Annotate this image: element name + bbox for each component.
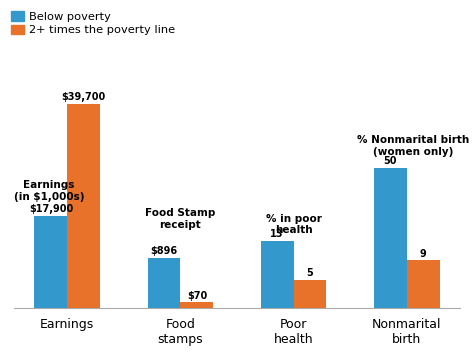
Bar bbox=[35, 216, 67, 308]
Legend: Below poverty, 2+ times the poverty line: Below poverty, 2+ times the poverty line bbox=[11, 11, 175, 35]
Bar bbox=[261, 241, 293, 308]
Text: % in poor
health: % in poor health bbox=[265, 214, 321, 235]
Bar bbox=[181, 302, 213, 308]
Text: 9: 9 bbox=[419, 249, 427, 259]
Bar bbox=[293, 280, 327, 308]
Bar bbox=[407, 260, 439, 308]
Text: Food Stamp
receipt: Food Stamp receipt bbox=[145, 208, 216, 229]
Bar bbox=[147, 258, 181, 308]
Text: 50: 50 bbox=[383, 156, 397, 166]
Text: $70: $70 bbox=[187, 291, 207, 301]
Text: $17,900: $17,900 bbox=[29, 204, 73, 214]
Text: $896: $896 bbox=[150, 246, 178, 256]
Bar bbox=[374, 168, 407, 308]
Text: $39,700: $39,700 bbox=[62, 92, 106, 102]
Bar bbox=[67, 104, 100, 308]
Text: 13: 13 bbox=[270, 229, 284, 239]
Text: % Nonmarital birth
(women only): % Nonmarital birth (women only) bbox=[356, 135, 469, 157]
Text: Earnings
(in $1,000s): Earnings (in $1,000s) bbox=[14, 180, 84, 202]
Text: 5: 5 bbox=[307, 268, 313, 278]
